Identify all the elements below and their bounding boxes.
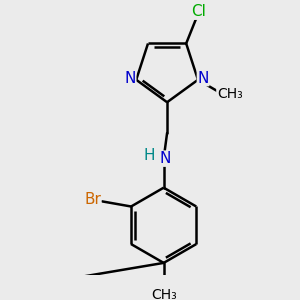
Text: CH₃: CH₃	[151, 288, 176, 300]
Text: Br: Br	[84, 192, 101, 207]
Text: N: N	[160, 151, 171, 166]
Text: N: N	[124, 70, 136, 86]
Text: H: H	[144, 148, 155, 163]
Text: Cl: Cl	[191, 4, 206, 19]
Text: CH₃: CH₃	[217, 88, 243, 101]
Text: N: N	[197, 70, 209, 86]
